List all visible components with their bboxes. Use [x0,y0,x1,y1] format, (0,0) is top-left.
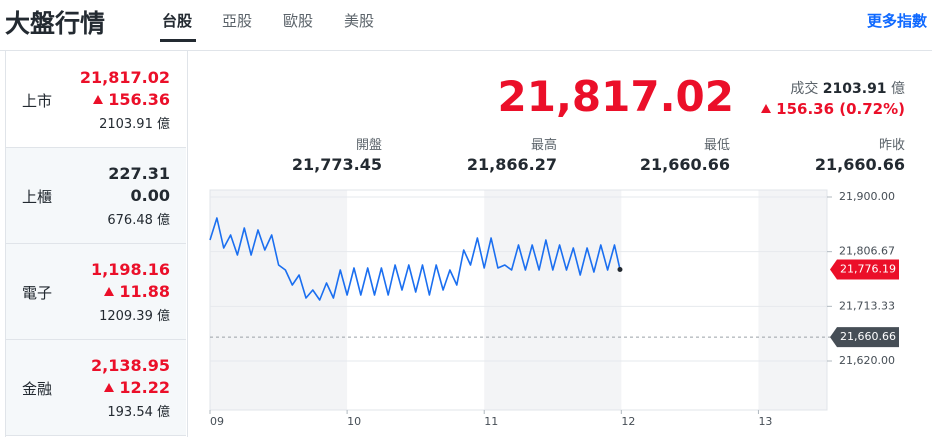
up-arrow [93,95,104,104]
y-tick-label: 21,713.33 [839,299,895,312]
index-name: 金融 [22,380,53,398]
stat-label: 昨收 [878,138,905,153]
stat-label: 開盤 [355,138,382,153]
hour-band [210,190,348,410]
hour-band [758,190,827,410]
quote-change: 156.36 (0.72%) [761,100,905,118]
y-tick-label: 21,806.67 [839,245,895,258]
volume-unit: 億 [891,81,905,97]
x-tick-label: 10 [347,415,361,428]
index-change: 11.88 [104,282,170,301]
sidebar-item[interactable] [6,148,186,244]
index-volume: 2103.91 億 [99,117,170,132]
tab[interactable]: 台股 [162,12,193,30]
up-arrow [761,104,772,113]
y-tick-label: 21,900.00 [839,190,895,203]
stat-label: 最高 [530,138,557,153]
up-arrow [104,383,115,392]
price-badge-label: 21,776.19 [840,263,896,276]
quote-price: 21,817.02 [497,72,734,121]
hour-band [484,190,622,410]
index-price: 21,817.02 [79,68,170,87]
last-point [617,267,623,273]
stat-value: 21,660.66 [639,155,730,174]
index-volume: 193.54 億 [107,405,170,420]
x-tick-label: 11 [484,415,498,428]
index-change: 156.36 [93,90,170,109]
stat-label: 最低 [703,138,730,153]
price-line [209,217,621,301]
more-indices-link[interactable]: 更多指數 [866,12,927,30]
index-name: 電子 [22,284,53,302]
index-price: 1,198.16 [91,260,170,279]
page-title: 大盤行情 [5,9,106,38]
index-volume: 676.48 億 [107,213,170,228]
tab[interactable]: 歐股 [283,12,314,30]
x-tick-label: 12 [621,415,635,428]
index-volume: 1209.39 億 [99,309,170,324]
volume-value: 2103.91 [822,81,887,97]
sidebar-item[interactable] [6,244,186,340]
x-tick-label: 09 [210,415,224,428]
price-badge [830,259,899,280]
x-tick-label: 13 [758,415,772,428]
index-name: 上櫃 [22,188,53,206]
tab[interactable]: 美股 [344,12,375,30]
y-tick-label: 21,620.00 [839,354,895,367]
stat-value: 21,866.27 [466,155,557,174]
index-price: 2,138.95 [91,356,170,375]
sidebar [5,51,188,437]
plot-frame [209,189,828,411]
active-tab-underline [160,39,196,42]
index-change: 0.00 [130,186,170,205]
up-arrow [104,287,115,296]
tab[interactable]: 亞股 [222,12,253,30]
volume-label: 成交 [790,81,819,97]
stat-value: 21,773.45 [291,155,382,174]
index-name: 上市 [22,92,53,110]
index-change: 12.22 [104,378,170,397]
sidebar-item[interactable] [6,340,186,436]
quote-volume: 成交 2103.91 億 [790,78,905,98]
price-badge [830,327,899,348]
header-divider [0,50,932,51]
index-price: 227.31 [108,164,170,183]
stat-value: 21,660.66 [814,155,905,174]
price-badge-label: 21,660.66 [840,330,896,343]
